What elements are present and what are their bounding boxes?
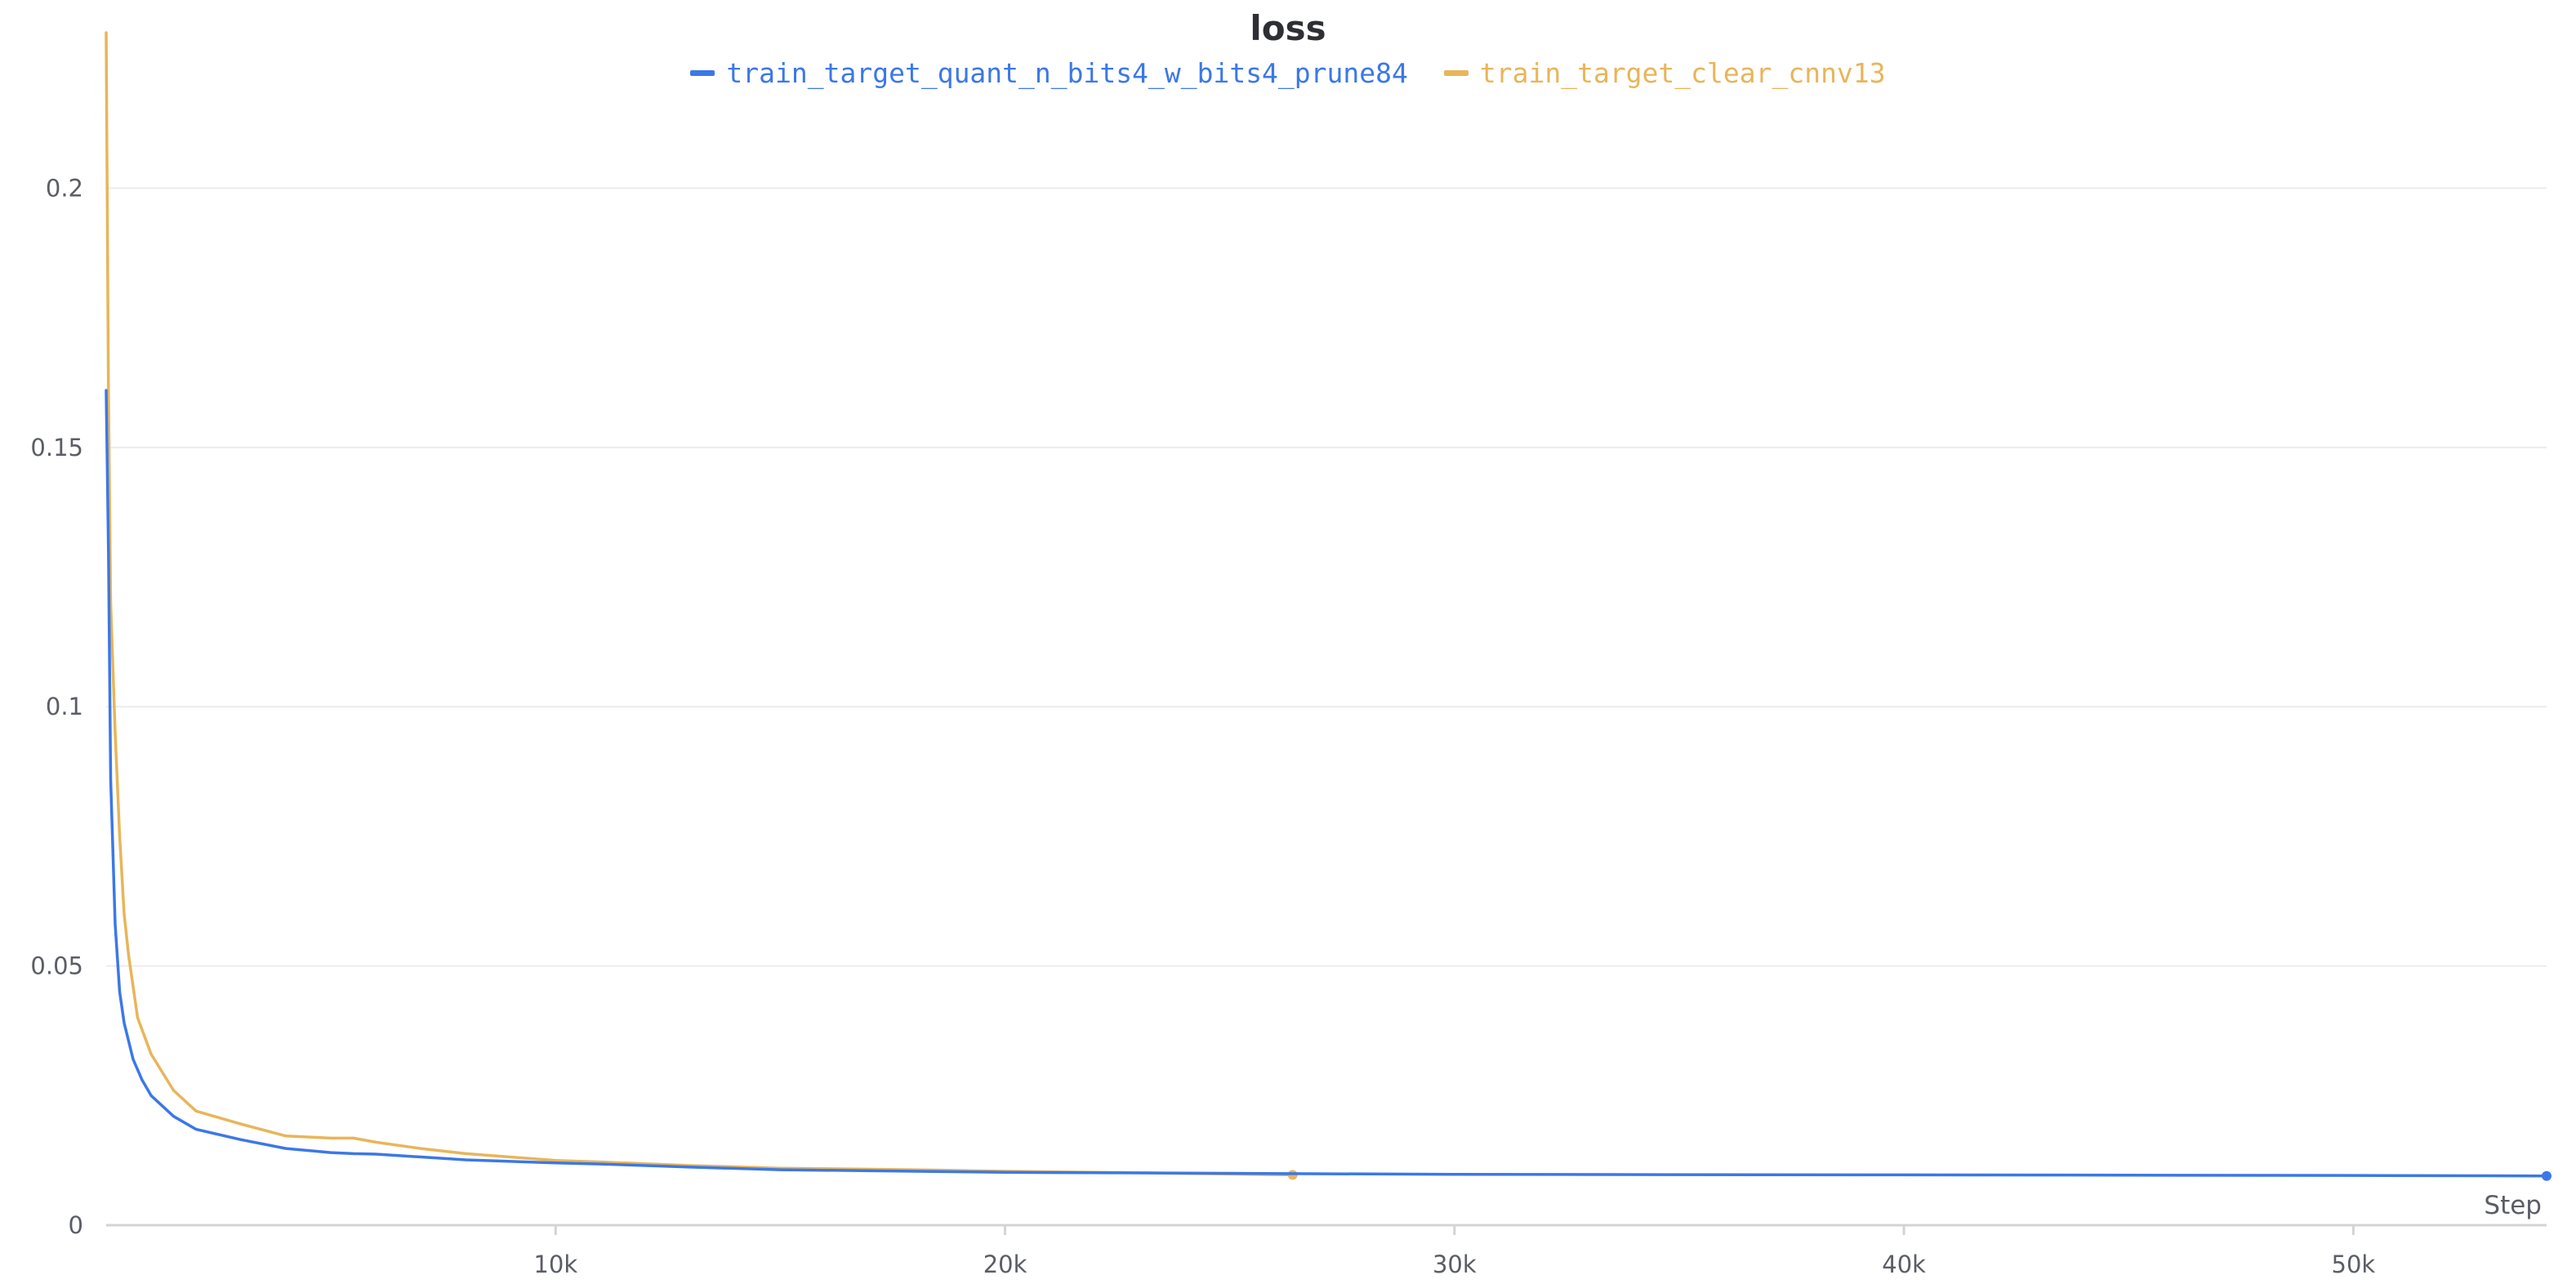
legend-swatch-series-1 [690,70,715,76]
series-endpoint-1 [2542,1170,2551,1181]
legend-label-series-1: train_target_quant_n_bits4_w_bits4_prune… [726,57,1408,89]
x-tick-label-3: 40k [1882,1251,1926,1278]
y-tick-label-4: 0.2 [46,174,83,202]
series-line-2 [105,31,1295,1177]
legend-item-series-1[interactable]: train_target_quant_n_bits4_w_bits4_prune… [690,57,1408,89]
y-tick-label-0: 0 [69,1211,83,1239]
x-axis-label: Step [2484,1191,2542,1220]
x-tick-label-2: 30k [1433,1251,1477,1278]
chart-title: loss [1250,8,1326,48]
x-tick-label-1: 20k [983,1251,1027,1278]
x-tick-label-4: 50k [2332,1251,2376,1278]
legend: train_target_quant_n_bits4_w_bits4_prune… [0,57,2576,89]
y-tick-label-1: 0.05 [30,952,83,980]
legend-item-series-2[interactable]: train_target_clear_cnnv13 [1443,57,1886,89]
legend-swatch-series-2 [1443,70,1468,76]
series-line-1 [105,389,2548,1178]
legend-label-series-2: train_target_clear_cnnv13 [1479,57,1886,89]
x-tick-label-0: 10k [533,1251,577,1278]
y-tick-label-3: 0.15 [30,434,83,461]
y-tick-label-2: 0.1 [46,693,83,720]
